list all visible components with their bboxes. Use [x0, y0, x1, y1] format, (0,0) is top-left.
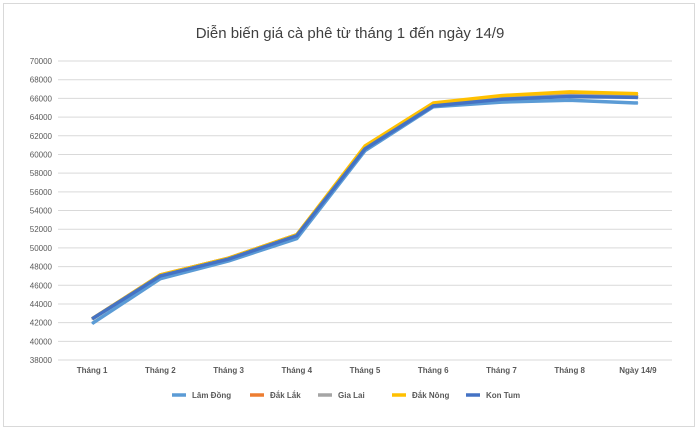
- x-tick-label: Tháng 3: [213, 366, 244, 375]
- data-point: [500, 98, 502, 100]
- legend-item: Đắk Nông: [392, 391, 449, 400]
- x-tick-label: Tháng 2: [145, 366, 176, 375]
- data-point: [228, 258, 230, 260]
- x-tick-label: Tháng 7: [486, 366, 517, 375]
- data-point: [432, 105, 434, 107]
- x-tick-label: Tháng 6: [418, 366, 449, 375]
- x-tick-label: Ngày 14/9: [619, 366, 657, 375]
- y-tick-label: 44000: [30, 300, 53, 309]
- data-point: [500, 95, 502, 97]
- data-point: [637, 102, 639, 104]
- legend-item: Kon Tum: [466, 391, 520, 400]
- y-tick-label: 58000: [30, 169, 53, 178]
- data-point: [500, 101, 502, 103]
- series-line-0: [91, 98, 638, 326]
- data-point: [569, 91, 571, 93]
- y-tick-label: 40000: [30, 337, 53, 346]
- data-point: [159, 275, 161, 277]
- legend-label: Lâm Đồng: [192, 391, 231, 400]
- data-point: [159, 278, 161, 280]
- y-tick-label: 54000: [30, 207, 53, 216]
- data-point: [569, 99, 571, 101]
- data-point: [432, 102, 434, 104]
- data-point: [637, 93, 639, 95]
- legend-label: Đắk Lắk: [270, 391, 301, 400]
- data-point: [296, 235, 298, 237]
- data-point: [569, 96, 571, 98]
- y-tick-label: 70000: [30, 57, 53, 66]
- data-point: [364, 145, 366, 147]
- y-tick-label: 66000: [30, 94, 53, 103]
- legend-label: Kon Tum: [486, 391, 520, 400]
- y-tick-label: 56000: [30, 188, 53, 197]
- y-tick-label: 50000: [30, 244, 53, 253]
- legend-label: Gia Lai: [338, 391, 365, 400]
- data-point: [296, 238, 298, 240]
- legend-item: Đắk Lắk: [250, 391, 301, 400]
- y-tick-label: 52000: [30, 225, 53, 234]
- y-tick-label: 48000: [30, 263, 53, 272]
- x-tick-label: Tháng 4: [281, 366, 312, 375]
- legend-item: Gia Lai: [318, 391, 365, 400]
- data-point: [364, 148, 366, 150]
- data-point: [91, 323, 93, 325]
- data-point: [637, 96, 639, 98]
- y-tick-label: 64000: [30, 113, 53, 122]
- y-tick-label: 38000: [30, 356, 53, 365]
- x-tick-label: Tháng 5: [350, 366, 381, 375]
- legend-item: Lâm Đồng: [172, 391, 231, 400]
- y-tick-label: 46000: [30, 281, 53, 290]
- x-tick-label: Tháng 1: [77, 366, 108, 375]
- chart-border: [3, 3, 695, 427]
- y-tick-label: 42000: [30, 319, 53, 328]
- y-tick-label: 62000: [30, 132, 53, 141]
- data-point: [91, 318, 93, 320]
- legend-label: Đắk Nông: [412, 391, 449, 400]
- y-tick-label: 60000: [30, 150, 53, 159]
- chart-title: Diễn biến giá cà phê từ tháng 1 đến ngày…: [196, 25, 505, 42]
- x-tick-label: Tháng 8: [554, 366, 585, 375]
- y-tick-label: 68000: [30, 76, 53, 85]
